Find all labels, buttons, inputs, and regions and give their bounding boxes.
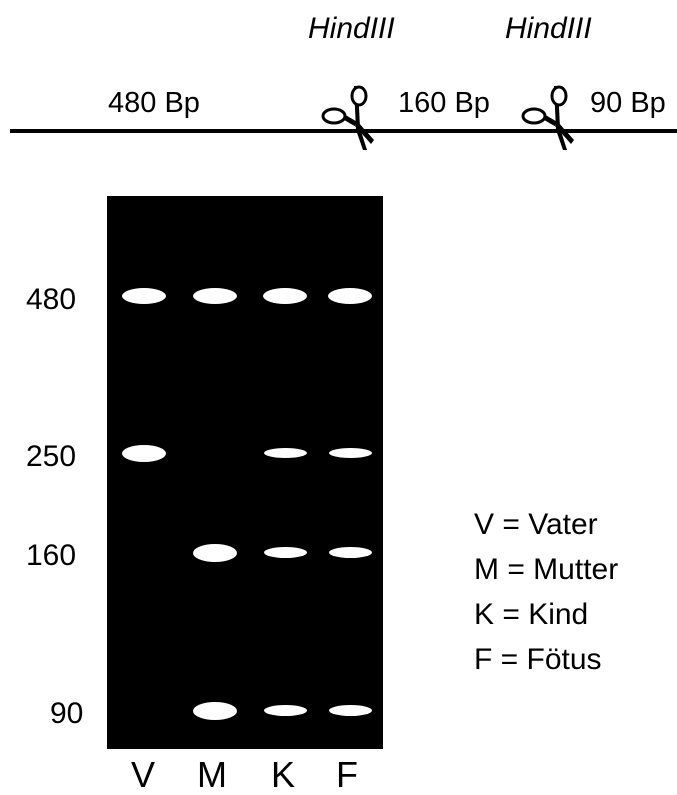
band-m-160 [193,544,237,562]
legend-item-mutter: M = Mutter [474,553,619,586]
legend-item-vater: V = Vater [474,508,598,541]
legend-item-kind: K = Kind [474,598,589,631]
lane-label-m: M [197,754,227,795]
dna-strand-line [10,129,677,133]
gel [107,196,383,749]
band-k-90 [264,705,307,716]
size-marker-480: 480 [26,283,77,316]
band-k-160 [264,547,307,558]
scissors-icon [521,85,574,150]
band-v-250 [122,445,166,462]
band-f-250 [329,448,372,458]
enzyme-label-1: HindIII [308,12,395,45]
band-m-480 [193,288,237,304]
legend-item-foetus: F = Fötus [474,643,602,676]
fragment-label-160: 160 Bp [398,87,490,119]
band-f-160 [329,547,372,558]
size-marker-90: 90 [50,697,84,730]
size-marker-160: 160 [26,539,77,572]
lane-label-f: F [336,754,358,795]
legend: V = Vater M = Mutter K = Kind F = Fötus [474,508,618,688]
enzyme-label-2: HindIII [505,12,592,45]
band-v-480 [122,288,166,304]
band-f-90 [329,705,372,716]
fragment-label-90: 90 Bp [590,87,666,119]
band-f-480 [328,288,372,304]
band-k-480 [263,288,307,304]
lane-label-v: V [131,754,156,795]
size-marker-250: 250 [26,440,77,473]
band-k-250 [264,448,307,458]
scissors-icon [321,85,374,150]
lane-label-k: K [271,754,296,795]
band-m-90 [193,702,237,720]
fragment-label-480: 480 Bp [108,87,200,119]
